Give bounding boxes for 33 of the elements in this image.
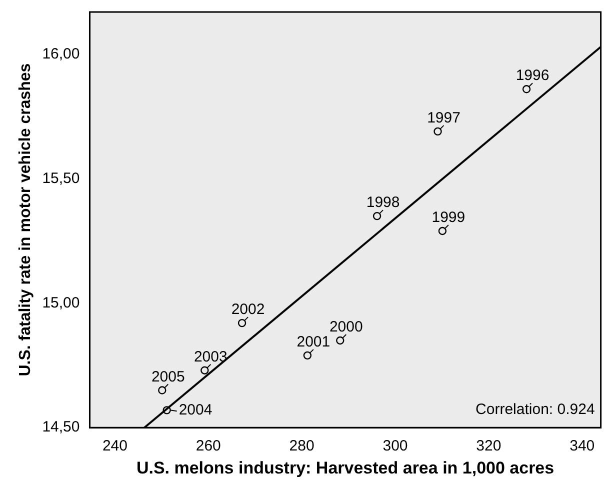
annotation: Correlation: 0.924 (476, 401, 595, 418)
x-tick-label: 240 (102, 438, 128, 455)
point (162, 406, 171, 414)
point (372, 212, 382, 220)
point (336, 336, 344, 345)
x-tick-label: 320 (476, 438, 502, 455)
x-tick-label: 260 (196, 438, 221, 455)
point (303, 351, 312, 360)
y-tick-label: 16,00 (42, 45, 80, 62)
annotation: 2000 (329, 318, 363, 336)
x-tick-label: 280 (289, 438, 314, 455)
y-tick-label: 15,50 (42, 170, 80, 187)
y-tick-label: 14,50 (42, 418, 80, 436)
y-tick-label: 15,00 (42, 294, 80, 312)
annotation: 1998 (366, 194, 400, 212)
annotation: 2004 (178, 401, 212, 418)
annotation: 1997 (427, 109, 460, 126)
annotation: 2001 (296, 333, 330, 350)
point (522, 85, 531, 94)
x-tick-label: 340 (570, 438, 595, 455)
y-axis-title: U.S. fatality rate in motor vehicle crashes (17, 63, 34, 376)
point (238, 318, 246, 328)
annotation: 2005 (151, 368, 185, 386)
annotation: 2003 (194, 348, 228, 366)
x-tick-label: 300 (382, 438, 408, 455)
annotation: 2002 (231, 301, 265, 318)
annotation: 1999 (432, 209, 466, 226)
point (200, 366, 209, 374)
annotation: 1996 (516, 67, 550, 84)
x-axis-title: U.S. melons industry: Harvested area in 1,000 acres (136, 458, 554, 478)
point (434, 127, 442, 136)
point (158, 386, 166, 394)
point (438, 226, 447, 236)
